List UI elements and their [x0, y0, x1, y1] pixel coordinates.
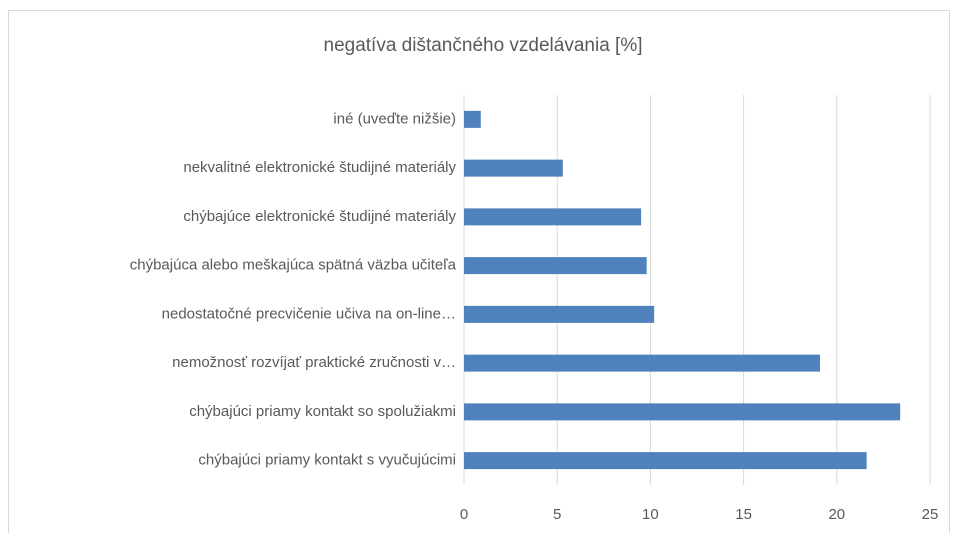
- x-tick-label: 5: [553, 506, 561, 523]
- y-tick-label: nemožnosť rozvíjať praktické zručnosti v…: [172, 354, 456, 371]
- y-tick-label: chýbajúce elektronické študijné materiál…: [183, 208, 456, 225]
- chart-border: [8, 10, 950, 538]
- x-tick-label: 10: [642, 506, 659, 523]
- bar: [464, 208, 642, 226]
- y-tick-label: chýbajúca alebo meškajúca spätná väzba u…: [130, 257, 457, 274]
- y-tick-label: nekvalitné elektronické študijné materiá…: [183, 159, 456, 176]
- y-tick-label: chýbajúci priamy kontakt s vyučujúcimi: [198, 452, 456, 469]
- x-tick-label: 15: [735, 506, 752, 523]
- bar: [464, 257, 647, 275]
- x-tick-label: 25: [922, 506, 939, 523]
- bar: [464, 110, 481, 128]
- bar: [464, 354, 821, 372]
- bar: [464, 403, 901, 421]
- y-tick-label: iné (uveďte nižšie): [333, 110, 456, 127]
- y-tick-label: nedostatočné precvičenie učiva na on-lin…: [162, 305, 456, 322]
- bar: [464, 452, 867, 470]
- bar: [464, 159, 563, 177]
- y-tick-label: chýbajúci priamy kontakt so spolužiakmi: [189, 403, 456, 420]
- chart-title: negatíva dištančného vzdelávania [%]: [324, 35, 643, 56]
- bar: [464, 305, 655, 323]
- x-tick-label: 0: [460, 506, 468, 523]
- x-tick-label: 20: [828, 506, 845, 523]
